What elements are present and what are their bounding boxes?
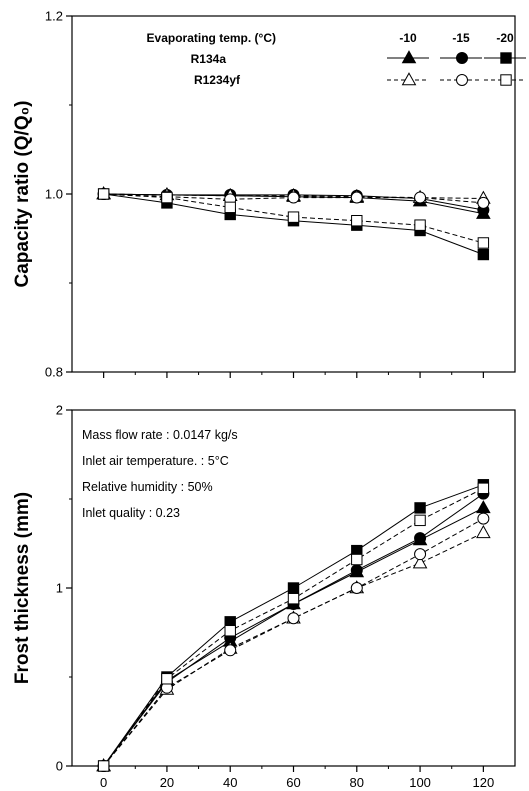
legend-marker <box>500 74 512 86</box>
data-point <box>97 188 110 200</box>
data-point <box>414 191 427 204</box>
legend-marker <box>401 50 417 64</box>
y-tick-label: 0 <box>56 759 63 774</box>
x-tick-label: 80 <box>350 775 364 790</box>
data-point <box>224 644 237 657</box>
annotation-text: Mass flow rate : 0.0147 kg/s <box>82 428 238 442</box>
y-tick-label: 0.8 <box>45 365 63 380</box>
y-axis-title: Frost thickness (mm) <box>12 492 33 684</box>
legend-row-label: R1234yf <box>194 73 241 87</box>
data-point <box>477 196 490 209</box>
data-point <box>287 582 300 594</box>
x-tick-label: 120 <box>473 775 495 790</box>
data-point <box>412 555 428 569</box>
data-point <box>477 512 490 525</box>
data-point <box>476 500 491 514</box>
legend-heading: Evaporating temp. (°C) <box>147 31 276 45</box>
legend-marker <box>456 74 468 86</box>
legend-column-label: -10 <box>399 31 417 45</box>
y-tick-label: 1.2 <box>45 9 63 24</box>
data-point <box>224 201 236 214</box>
legend-marker <box>500 52 512 64</box>
legend-column-label: -20 <box>496 31 514 45</box>
x-tick-label: 60 <box>286 775 300 790</box>
frost-thickness-panel: 0 1 2 Frost thickness (mm) 0 20 40 60 80 100 120 Op… <box>12 403 516 791</box>
data-point <box>350 582 363 594</box>
legend-marker <box>456 52 468 64</box>
data-point <box>350 564 363 577</box>
data-point <box>477 482 490 495</box>
data-point <box>476 524 491 539</box>
data-point <box>161 673 173 685</box>
data-point <box>477 248 490 261</box>
data-point <box>224 625 236 637</box>
legend: Evaporating temp. (°C) -10 -15 -20 R134a R123… <box>147 31 526 87</box>
data-point <box>287 612 300 625</box>
y-tick-label: 1.0 <box>45 187 63 202</box>
data-point <box>97 760 110 772</box>
data-point <box>414 219 426 231</box>
series-line <box>103 487 484 767</box>
data-point <box>287 592 300 605</box>
data-point <box>350 191 363 204</box>
series-line <box>103 484 484 767</box>
annotation-text: Inlet quality : 0.23 <box>82 506 180 520</box>
x-tick-label: 20 <box>160 775 174 790</box>
data-point <box>351 553 363 566</box>
x-axis-title: Operating time (min) <box>201 789 387 791</box>
data-point <box>351 215 363 227</box>
data-point <box>414 502 426 514</box>
x-tick-label: 0 <box>100 775 107 790</box>
legend-row-label: R134a <box>191 52 227 66</box>
data-point <box>287 211 300 223</box>
data-point <box>161 191 173 204</box>
data-point <box>287 191 300 204</box>
y-tick-label: 2 <box>56 403 63 418</box>
annotation-block: Mass flow rate : 0.0147 kg/s Inlet air te… <box>82 428 238 520</box>
series-line <box>103 493 484 767</box>
legend-column-label: -15 <box>452 31 470 45</box>
y-axis-title: Capacity ratio (Q/Q₀) <box>12 101 33 288</box>
annotation-text: Inlet air temperature. : 5°C <box>82 454 229 468</box>
capacity-ratio-panel: 0.8 1.0 1.2 Capacity ratio (Q/Q₀) Evaporatin… <box>12 9 526 380</box>
y-tick-label: 1 <box>56 581 63 596</box>
data-point <box>414 514 426 527</box>
series-line <box>103 518 484 767</box>
legend-marker <box>401 72 417 86</box>
series-line <box>103 507 484 767</box>
x-tick-label: 100 <box>409 775 431 790</box>
x-tick-label: 40 <box>223 775 237 790</box>
annotation-text: Relative humidity : 50% <box>82 480 213 494</box>
data-point <box>414 548 427 561</box>
data-point <box>477 237 490 249</box>
data-point <box>414 532 427 545</box>
